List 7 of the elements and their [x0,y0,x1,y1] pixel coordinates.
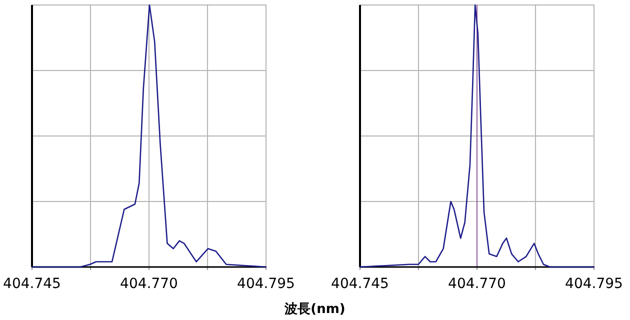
x-tick-label: 404.745 [331,276,389,292]
x-tick-label: 404.795 [237,276,295,292]
x-tick-label: 404.795 [565,276,623,292]
x-tick-label: 404.770 [120,276,178,292]
x-tick-label: 404.745 [3,276,61,292]
x-tick-label: 404.770 [448,276,506,292]
x-axis-title: 波長(nm) [284,302,346,317]
